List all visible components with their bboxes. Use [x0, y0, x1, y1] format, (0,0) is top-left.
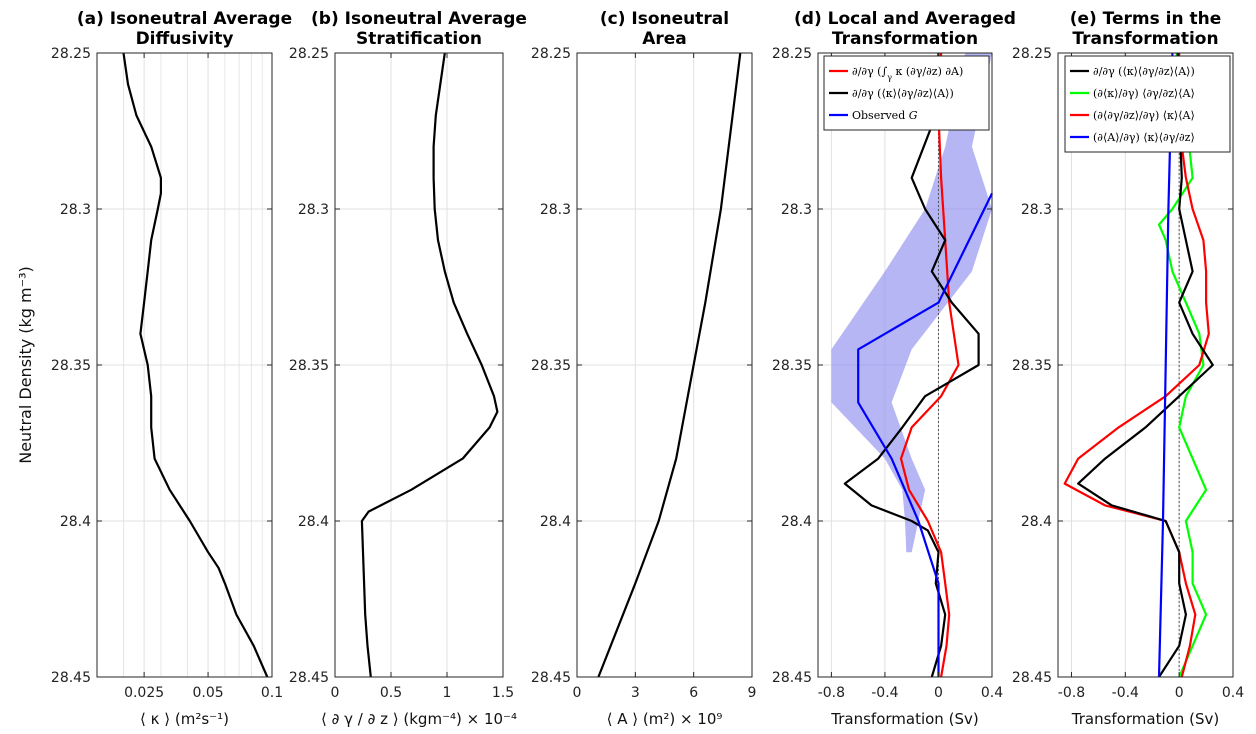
y-tick-label: 28.45: [51, 670, 91, 686]
series-line-0: [360, 52, 499, 678]
x-tick-label: -0.4: [1112, 685, 1139, 701]
x-axis-label: ⟨ κ ⟩ (m²s⁻¹): [140, 710, 229, 728]
x-tick-label: -0.8: [1058, 685, 1085, 701]
series-line-2: [857, 192, 993, 677]
y-tick-label: 28.35: [531, 358, 571, 374]
x-tick-label: 6: [689, 685, 698, 701]
x-tick-label: 1: [443, 685, 452, 701]
y-tick-label: 28.25: [531, 46, 571, 62]
x-axis-label: ⟨ ∂ γ / ∂ z ⟩ (kgm⁻⁴) × 10⁻⁴: [321, 710, 517, 728]
x-tick-label: 0.05: [192, 685, 223, 701]
y-tick-label: 28.25: [1012, 46, 1052, 62]
series-line-1: [843, 52, 980, 678]
x-axis-label: ⟨ A ⟩ (m²) × 10⁹: [607, 710, 723, 728]
series-line-1: [1063, 52, 1210, 678]
series-line-0: [122, 52, 269, 678]
y-tick-label: 28.3: [540, 202, 571, 218]
y-tick-label: 28.4: [298, 514, 329, 530]
series-line-3: [1157, 52, 1174, 678]
observed-uncertainty-band: [831, 53, 992, 553]
legend-label: ∂/∂γ (⟨κ⟩⟨∂γ/∂z⟩⟨A⟩): [852, 87, 954, 100]
panel-title-line: Transformation: [1072, 29, 1218, 49]
y-tick-label: 28.45: [289, 670, 329, 686]
x-tick-label: 0: [573, 685, 582, 701]
x-tick-label: 0.025: [124, 685, 164, 701]
y-tick-label: 28.4: [540, 514, 571, 530]
x-tick-label: 0: [934, 685, 943, 701]
y-tick-label: 28.3: [60, 202, 91, 218]
x-tick-label: 0.4: [981, 685, 1003, 701]
panel-a: 28.25 28.3 28.35 28.4 28.45 0.025 0.05 0.1 ⟨ κ ⟩…: [51, 9, 292, 728]
legend-box: [1064, 55, 1231, 153]
panel-title-line: (d) Local and Averaged: [794, 9, 1016, 29]
y-tick-label: 28.3: [1021, 202, 1052, 218]
panel-title-line: Area: [642, 29, 687, 49]
legend-label: ∂/∂γ (⟨κ⟩⟨∂γ/∂z⟩⟨A⟩): [1093, 65, 1195, 78]
legend-label: ∂/∂γ (∫γ κ (∂γ/∂z) ∂A): [852, 65, 963, 82]
y-tick-label: 28.3: [298, 202, 329, 218]
y-tick-label: 28.35: [51, 358, 91, 374]
panel-title-line: Transformation: [832, 29, 978, 49]
panel-title-line: (c) Isoneutral: [600, 9, 729, 29]
panel-title-line: (b) Isoneutral Average: [311, 9, 527, 29]
legend-label: Observed G: [852, 109, 918, 122]
y-tick-label: 28.4: [60, 514, 91, 530]
panel-title-line: Diffusivity: [136, 29, 234, 49]
legend-label: (∂⟨κ⟩/∂γ) ⟨∂γ/∂z⟩⟨A⟩: [1093, 87, 1195, 100]
y-tick-label: 28.25: [772, 46, 812, 62]
x-tick-label: 1.5: [492, 685, 514, 701]
x-tick-label: 0: [1175, 685, 1184, 701]
y-tick-label: 28.45: [1012, 670, 1052, 686]
x-tick-label: 0.1: [261, 685, 283, 701]
x-tick-label: 3: [631, 685, 640, 701]
series-line-0: [899, 52, 960, 678]
legend-label: (∂⟨A⟩/∂γ) ⟨κ⟩⟨∂γ/∂z⟩: [1093, 131, 1195, 144]
panel-c: 28.25 28.3 28.35 28.4 28.450 3 6 9 ⟨ A ⟩ (m²) × …: [531, 9, 757, 728]
y-tick-label: 28.3: [781, 202, 812, 218]
x-axis-label: Transformation (Sv): [1071, 710, 1219, 728]
panel-title-line: (e) Terms in the: [1070, 9, 1222, 29]
x-tick-label: -0.8: [818, 685, 845, 701]
y-tick-label: 28.45: [531, 670, 571, 686]
panel-b: 28.25 28.3 28.35 28.4 28.450 0.5 1 1.5 ⟨ ∂ γ / ∂…: [289, 9, 527, 728]
y-tick-label: 28.35: [1012, 358, 1052, 374]
x-axis-label: Transformation (Sv): [830, 710, 978, 728]
legend-box: [823, 55, 990, 131]
x-tick-label: -0.4: [871, 685, 898, 701]
y-tick-label: 28.45: [772, 670, 812, 686]
y-tick-label: 28.4: [1021, 514, 1052, 530]
y-tick-label: 28.4: [781, 514, 812, 530]
x-tick-label: 0.4: [1222, 685, 1244, 701]
y-axis-label: Neutral Density (kg m⁻³): [16, 266, 35, 464]
series-line-2: [1077, 52, 1214, 678]
series-line-0: [597, 52, 742, 678]
y-tick-label: 28.25: [289, 46, 329, 62]
x-tick-label: 0: [331, 685, 340, 701]
legend-label: (∂⟨∂γ/∂z⟩/∂γ) ⟨κ⟩⟨A⟩: [1093, 109, 1195, 122]
x-tick-label: 9: [748, 685, 757, 701]
y-tick-label: 28.35: [772, 358, 812, 374]
x-tick-label: 0.5: [380, 685, 402, 701]
y-tick-label: 28.25: [51, 46, 91, 62]
y-tick-label: 28.35: [289, 358, 329, 374]
panel-title-line: Stratification: [356, 29, 482, 49]
panel-title-line: (a) Isoneutral Average: [77, 9, 292, 29]
